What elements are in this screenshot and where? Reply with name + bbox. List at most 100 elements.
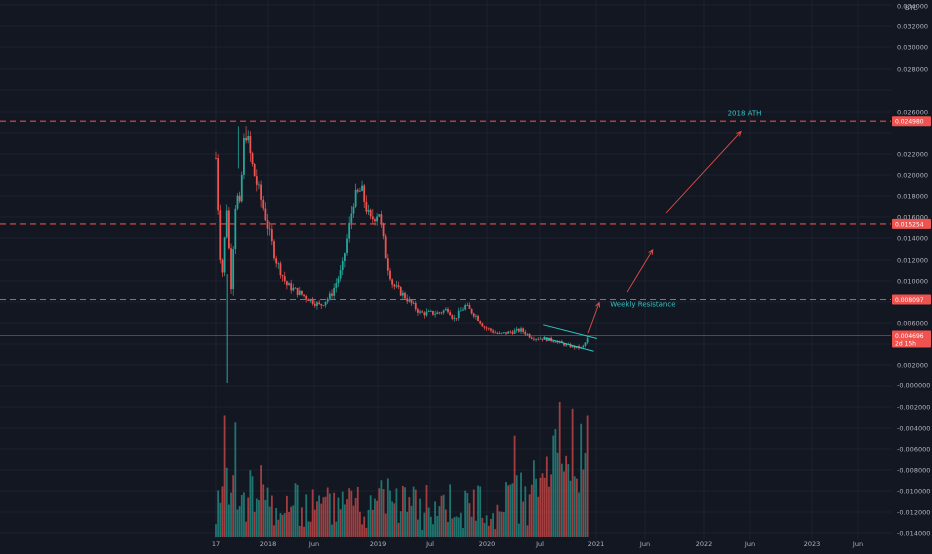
projection-arrow[interactable] xyxy=(665,131,742,214)
candle-body xyxy=(305,295,308,300)
candle-body xyxy=(434,314,437,315)
volume-bar xyxy=(264,500,267,537)
candle-body xyxy=(406,298,409,302)
candle-body xyxy=(425,311,428,316)
volume-bar xyxy=(281,515,284,537)
candle-body xyxy=(530,337,533,339)
candle-body xyxy=(556,341,559,343)
y-tick-label: 0.006000 xyxy=(897,320,928,328)
volume-bar xyxy=(483,523,486,537)
volume-bar xyxy=(533,460,535,537)
volume-bar xyxy=(520,472,522,537)
y-tick-label: 0.032000 xyxy=(897,23,928,31)
volume-bar xyxy=(464,490,467,537)
volume-bar xyxy=(320,503,323,537)
volume-bar xyxy=(215,524,217,537)
projection-arrow[interactable] xyxy=(626,249,654,293)
candle-body xyxy=(288,283,290,286)
volume-bar xyxy=(447,521,449,537)
candle-body xyxy=(361,185,363,191)
candle-body xyxy=(528,334,531,338)
volume-bar xyxy=(432,524,434,537)
x-tick-label: 2021 xyxy=(588,540,605,548)
volume-bar xyxy=(361,524,363,537)
candle-body xyxy=(535,338,537,340)
candle-body xyxy=(225,210,228,238)
volume-bar xyxy=(541,473,544,537)
volume-bar xyxy=(247,497,250,537)
candle-body xyxy=(346,238,348,254)
volume-bar xyxy=(584,452,587,537)
candle-body xyxy=(509,331,512,333)
projection-arrow[interactable] xyxy=(587,302,600,334)
level-price-label: 0.008097 xyxy=(895,297,924,304)
y-tick-label: 0.030000 xyxy=(897,44,928,52)
volume-bar xyxy=(223,415,226,537)
candle-body xyxy=(545,337,548,341)
x-tick-label: 2023 xyxy=(804,540,821,548)
y-tick-label: 0.014000 xyxy=(897,235,928,243)
candle-body xyxy=(475,315,477,317)
level-price-label: 0.015254 xyxy=(895,221,924,228)
time-axis-bg xyxy=(0,539,891,550)
candle-body xyxy=(440,312,443,314)
annotation-label[interactable]: 2018 ATH xyxy=(728,110,762,118)
volume-bar xyxy=(509,484,512,537)
candle-body xyxy=(563,342,565,346)
x-tick-label: 2019 xyxy=(370,540,387,548)
candle-body xyxy=(470,308,473,314)
currency-label: BTC xyxy=(905,4,918,12)
level-price-label: 0.024980 xyxy=(895,119,924,126)
candle-body xyxy=(354,189,357,207)
candle-body xyxy=(333,287,336,296)
y-tick-label: -0.012000 xyxy=(897,509,930,517)
horizontal-levels[interactable] xyxy=(0,120,891,336)
candle-body xyxy=(313,303,316,306)
y-tick-label: -0.006000 xyxy=(897,446,930,454)
volume-bar xyxy=(245,521,247,537)
candle-body xyxy=(569,344,572,348)
volume-bar xyxy=(316,501,318,537)
x-tick-label: Jul xyxy=(425,540,434,548)
time-axis[interactable]: 17 2018 Jun 2019 Jul 2020 Jul 2021 Jun 2022 Jun 202… xyxy=(212,540,863,548)
level-price-badge xyxy=(892,218,931,229)
candle-body xyxy=(438,312,441,314)
candle-body xyxy=(221,259,224,273)
candle-body xyxy=(232,249,235,290)
volume-bar xyxy=(303,526,305,537)
volume-bar xyxy=(524,486,527,537)
volume-bar xyxy=(580,423,583,537)
volume-bar xyxy=(485,515,488,537)
candle-body xyxy=(275,258,278,264)
volume-bars xyxy=(215,402,589,537)
candle-body xyxy=(517,328,520,332)
candle-body xyxy=(395,285,398,287)
candle-body xyxy=(526,334,529,335)
volume-bar xyxy=(348,488,351,537)
volume-bar xyxy=(359,511,361,537)
candle-body xyxy=(247,136,250,141)
candle-body xyxy=(401,292,404,296)
annotation-label[interactable]: Weekly Resistance xyxy=(610,300,675,308)
candle-body xyxy=(543,337,546,340)
current-price-label: 0.004696 xyxy=(895,333,924,340)
candle-body xyxy=(554,341,557,343)
drawings[interactable]: Weekly Resistance 2018 ATH xyxy=(543,110,762,352)
volume-bar xyxy=(451,518,454,537)
volume-bar xyxy=(367,509,370,537)
price-axis[interactable]: 0.034000 0.032000 0.030000 0.028000 0.026000… xyxy=(897,3,930,538)
candle-body xyxy=(511,332,514,334)
candle-body xyxy=(496,332,499,334)
candle-body xyxy=(236,195,239,209)
candle-body xyxy=(326,298,329,302)
channel-trendline[interactable] xyxy=(543,324,598,340)
candle-body xyxy=(322,305,325,307)
candle-body xyxy=(552,340,555,342)
channel-trendline[interactable] xyxy=(543,336,594,352)
volume-bar xyxy=(573,476,576,537)
volume-bar xyxy=(311,489,314,537)
candle-body xyxy=(294,287,297,289)
volume-bar xyxy=(318,495,321,537)
